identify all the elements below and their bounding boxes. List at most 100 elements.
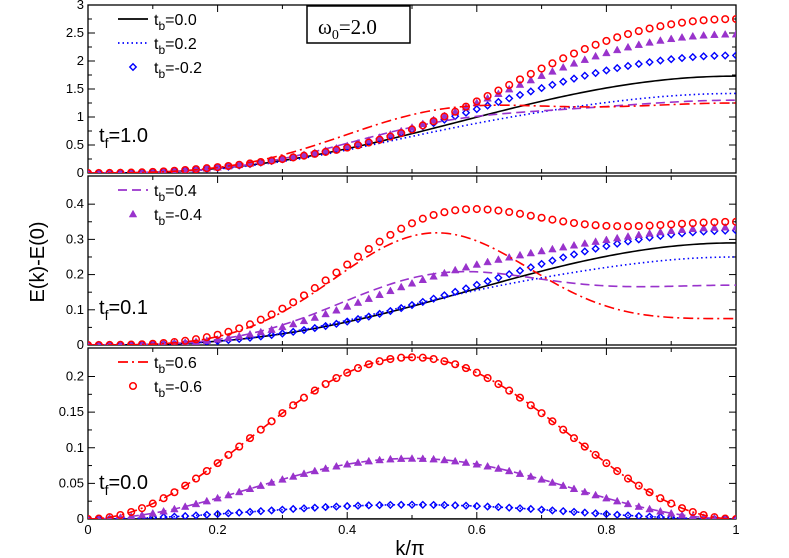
circle-marker-53 (656, 221, 665, 230)
panel-frame (87, 175, 737, 346)
circle-marker-26 (364, 244, 373, 254)
diamond-marker-40 (515, 504, 525, 513)
panel-label: tf=0.1 (99, 297, 148, 323)
circle-marker-15 (245, 159, 255, 168)
series-line (88, 242, 736, 345)
triangle-marker-20 (299, 469, 309, 477)
circle-marker-4 (127, 168, 136, 173)
triangle-marker-16 (256, 327, 266, 336)
panel-label-main: t (99, 472, 105, 494)
circle-marker-42 (537, 409, 546, 418)
diamond-marker-15 (245, 507, 255, 517)
circle-marker-29 (397, 129, 406, 138)
circle-marker-33 (440, 112, 449, 121)
diamond-marker-26 (364, 501, 373, 510)
triangle-marker-40 (515, 250, 525, 259)
triangle-marker-19 (288, 319, 298, 328)
circle-marker-18 (278, 154, 287, 164)
triangle-marker-52 (645, 504, 654, 513)
triangle-marker-48 (602, 235, 611, 244)
triangle-marker-18 (278, 475, 287, 483)
triangle-marker-49 (612, 233, 622, 242)
triangle-marker-52 (645, 38, 654, 46)
circle-marker-42 (537, 213, 546, 222)
circle-marker-40 (515, 393, 525, 402)
circle-marker-20 (299, 291, 309, 300)
triangle-marker-0 (128, 209, 138, 218)
diamond-marker-38 (494, 97, 503, 107)
diamond-marker-3 (116, 340, 125, 345)
diamond-marker-41 (526, 263, 535, 272)
circle-marker-12 (213, 459, 222, 468)
diamond-marker-44 (559, 506, 568, 516)
diamond-marker-40 (515, 90, 525, 100)
omega-value: =2.0 (339, 15, 377, 39)
legend-label-sub: b (158, 362, 165, 376)
circle-marker-19 (289, 401, 298, 410)
circle-marker-13 (224, 161, 233, 171)
diamond-marker-39 (505, 503, 514, 512)
triangle-marker-42 (537, 475, 546, 483)
diamond-marker-35 (461, 501, 471, 510)
circle-marker-60 (731, 14, 736, 24)
circle-marker-13 (224, 327, 233, 336)
circle-marker-52 (645, 488, 654, 497)
triangle-marker-19 (288, 472, 298, 480)
legend-label: tb=0.0 (154, 12, 197, 33)
circle-marker-16 (256, 315, 265, 324)
diamond-marker-50 (623, 511, 633, 519)
triangle-marker-43 (548, 67, 557, 75)
circle-marker-43 (548, 215, 557, 224)
circle-marker-26 (364, 138, 373, 147)
circle-marker-2 (105, 513, 114, 519)
diamond-marker-44 (559, 77, 568, 86)
diamond-marker-32 (429, 294, 438, 303)
legend-entry: tb=-0.6 (128, 379, 202, 400)
circle-marker-31 (418, 353, 427, 362)
legend-entry: tb=0.0 (118, 12, 197, 33)
series-t-b--0.2 (88, 226, 736, 345)
diamond-marker-35 (461, 108, 471, 117)
circle-marker-40 (515, 75, 525, 84)
diamond-marker-40 (515, 266, 525, 275)
circle-marker-57 (699, 218, 708, 227)
triangle-marker-15 (245, 484, 255, 493)
panel-middle: 00.10.20.30.4tb=0.4tb=-0.4tf=0.1 (66, 175, 737, 352)
triangle-marker-26 (364, 456, 374, 465)
circle-marker-40 (515, 209, 525, 218)
diamond-marker-48 (602, 241, 611, 251)
diamond-marker-53 (656, 56, 665, 65)
circle-marker-10 (191, 335, 201, 344)
diamond-marker-5 (137, 340, 147, 345)
circle-marker-48 (602, 221, 611, 230)
diamond-marker-39 (505, 270, 514, 279)
panel-label: tf=0.0 (99, 472, 148, 498)
triangle-marker-54 (666, 34, 676, 43)
triangle-marker-40 (515, 469, 525, 477)
circle-marker-20 (299, 393, 309, 402)
y-tick-label: 0 (77, 337, 84, 352)
diamond-marker-17 (267, 506, 276, 515)
triangle-marker-5 (137, 510, 147, 519)
circle-marker-14 (235, 324, 244, 333)
circle-marker-14 (235, 160, 244, 169)
legend-entry: tb=0.4 (118, 183, 197, 204)
circle-marker-27 (375, 135, 384, 144)
circle-marker-20 (299, 151, 309, 160)
diamond-marker-49 (613, 239, 622, 248)
diamond-marker-4 (127, 340, 136, 345)
triangle-marker-39 (504, 466, 514, 475)
triangle-marker-58 (710, 223, 719, 231)
triangle-marker-43 (548, 478, 557, 486)
triangle-marker-57 (699, 30, 708, 39)
circle-marker-35 (461, 102, 471, 111)
circle-marker-4 (127, 340, 136, 345)
triangle-marker-22 (321, 146, 330, 154)
triangle-marker-21 (310, 466, 320, 475)
series-line (88, 503, 736, 519)
legend-label-value: =0.4 (165, 183, 197, 200)
triangle-marker-37 (483, 257, 492, 266)
circle-marker-23 (332, 373, 341, 383)
triangle-marker-6 (148, 508, 158, 517)
